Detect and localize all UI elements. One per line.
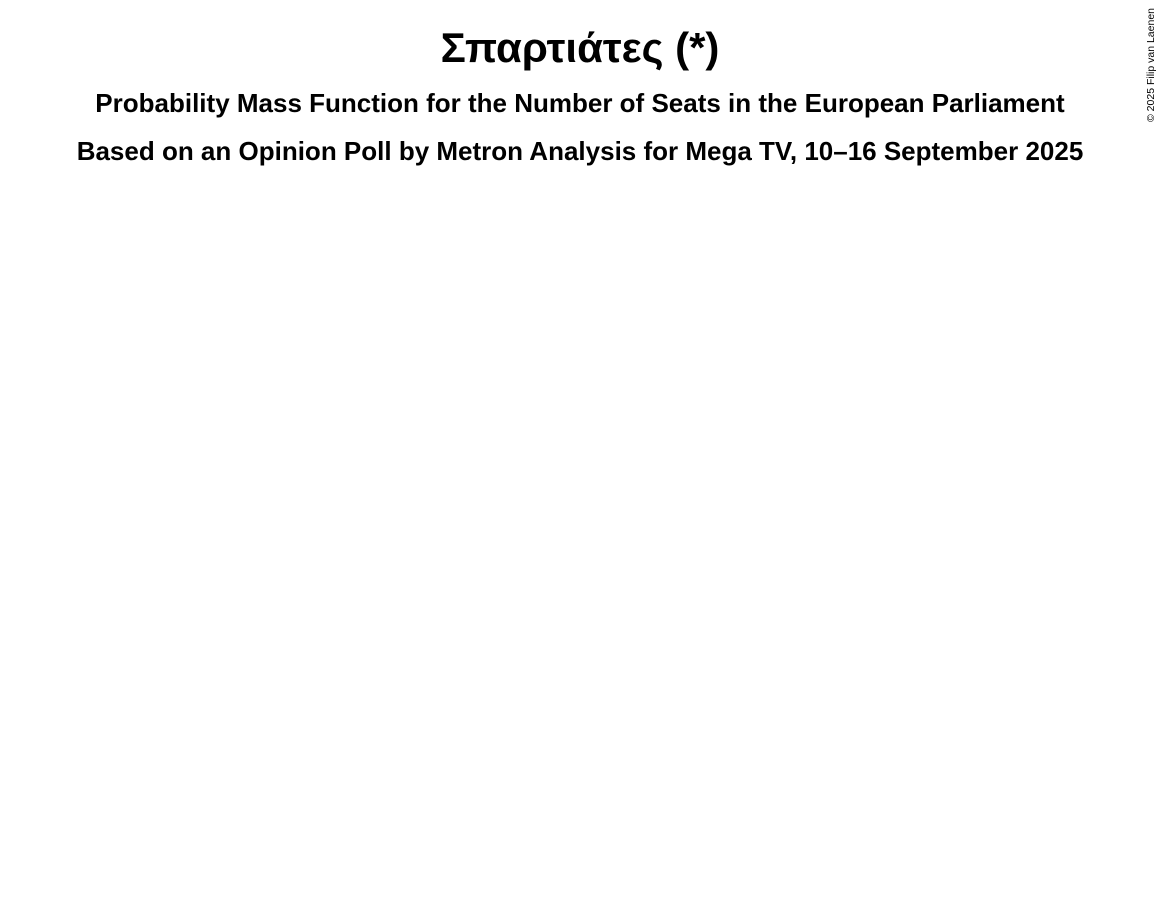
chart-source-line: Based on an Opinion Poll by Metron Analy… bbox=[76, 136, 1084, 166]
copyright-notice: © 2025 Filip van Laenen bbox=[1145, 8, 1157, 122]
chart-title: Σπαρτιάτες (*) bbox=[440, 24, 720, 71]
chart-subtitle: Probability Mass Function for the Number… bbox=[95, 88, 1065, 118]
